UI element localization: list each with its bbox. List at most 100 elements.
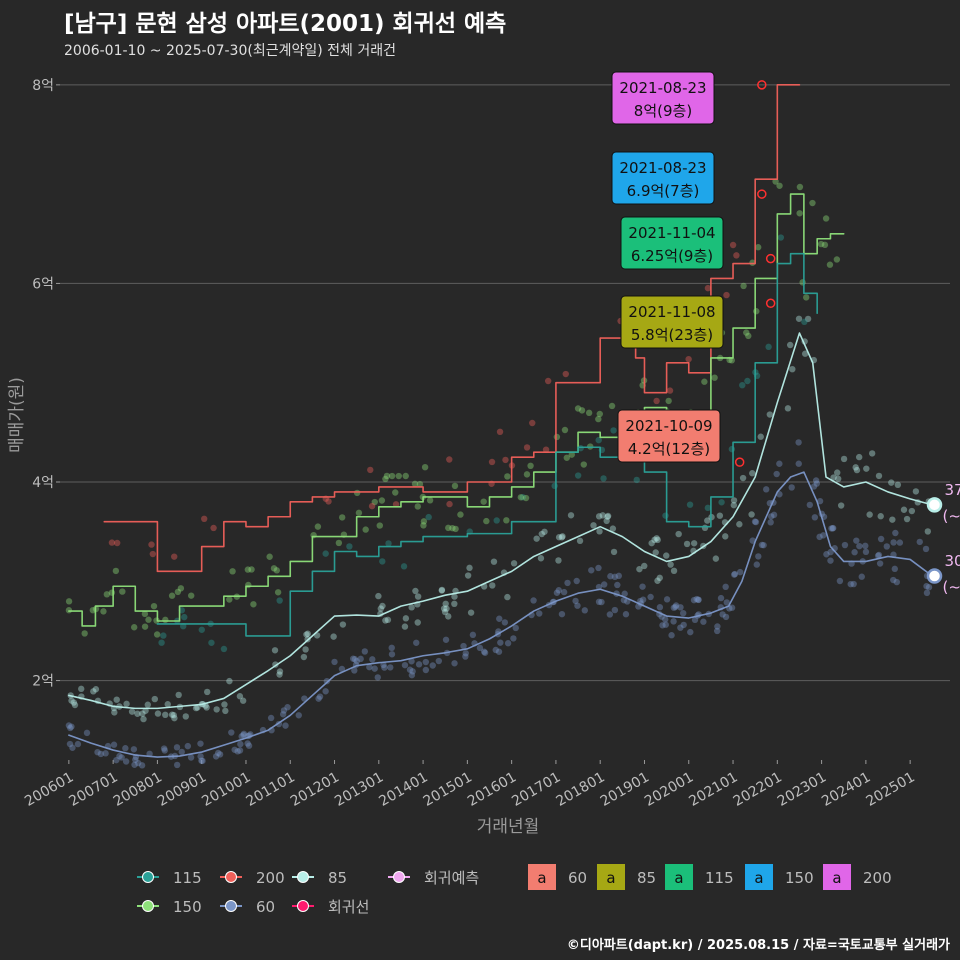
transaction-point-85 (888, 479, 895, 486)
transaction-point-150 (274, 589, 282, 596)
transaction-point-200 (113, 539, 121, 547)
transaction-point-60 (719, 611, 726, 618)
transaction-point-85 (868, 450, 876, 457)
x-tick-label: 201901 (598, 769, 652, 810)
transaction-point-85 (92, 686, 100, 693)
legend-box-item-200: a 200 (823, 864, 892, 890)
transaction-point-85 (300, 653, 308, 661)
transaction-point-60 (160, 745, 168, 752)
transaction-point-85 (722, 533, 729, 540)
transaction-point-60 (66, 740, 74, 748)
endpoint-value: 37,700 (945, 481, 960, 499)
transaction-point-150 (420, 518, 428, 525)
transaction-point-115 (379, 558, 386, 565)
transaction-point-150 (100, 608, 107, 615)
legend: 115 200 85 150 60 회귀선 회귀예측 a 60 a 85 a 115 a 150 a 200 (137, 864, 892, 916)
transaction-point-150 (483, 517, 490, 525)
transaction-point-150 (504, 473, 511, 480)
transaction-point-85 (537, 555, 545, 562)
transaction-point-85 (654, 577, 661, 584)
annotation-date: 2021-11-08 (628, 303, 715, 321)
transaction-point-85 (748, 511, 755, 518)
transaction-point-60 (295, 712, 302, 719)
x-tick-label: 201401 (376, 769, 430, 810)
transaction-point-85 (786, 341, 794, 349)
transaction-point-60 (564, 579, 571, 587)
transaction-point-150 (803, 294, 810, 301)
transaction-point-85 (604, 513, 611, 520)
annotation-150: 2021-08-23 6.9억(7층) (611, 151, 715, 205)
annotation-price: 6.25억(9층) (631, 247, 713, 265)
transaction-point-150 (150, 602, 158, 610)
transaction-point-150 (362, 526, 369, 533)
endpoint-dot-60 (926, 568, 943, 584)
transaction-point-200 (446, 456, 453, 463)
transaction-point-60 (923, 589, 931, 597)
transaction-point-60 (74, 740, 82, 748)
transaction-point-60 (234, 748, 241, 755)
transaction-point-60 (588, 567, 595, 574)
transaction-point-60 (94, 748, 101, 756)
transaction-point-85 (213, 706, 220, 713)
transaction-point-200 (544, 377, 552, 385)
max-marker (765, 298, 776, 309)
transaction-point-85 (739, 474, 747, 482)
transaction-point-115 (633, 476, 640, 484)
transaction-point-85 (840, 455, 848, 463)
transaction-point-150 (503, 517, 510, 524)
transaction-point-85 (464, 572, 472, 579)
transaction-point-85 (675, 530, 682, 538)
transaction-point-85 (541, 528, 548, 535)
transaction-point-85 (656, 574, 663, 582)
transaction-point-60 (851, 549, 858, 556)
transaction-point-85 (489, 582, 496, 589)
legend-label: 150 (173, 898, 202, 916)
transaction-point-115 (801, 318, 808, 326)
transaction-point-150 (585, 409, 593, 417)
transaction-point-60 (572, 597, 579, 605)
transaction-point-85 (384, 616, 392, 624)
annotation-box (617, 409, 721, 463)
transaction-point-150 (174, 588, 182, 596)
transaction-point-85 (128, 708, 136, 715)
transaction-point-85 (402, 615, 410, 622)
transaction-point-60 (875, 551, 883, 559)
x-tick-label: 202201 (731, 769, 785, 810)
transaction-point-60 (668, 632, 675, 639)
transaction-point-150 (561, 426, 569, 434)
transaction-point-60 (752, 518, 760, 526)
legend-item-회귀선: 회귀선 (292, 898, 369, 916)
transaction-point-60 (672, 603, 679, 611)
transaction-point-60 (228, 729, 235, 736)
transaction-point-150 (119, 588, 126, 595)
transaction-point-60 (497, 639, 504, 646)
endpoint-dot-85 (926, 497, 943, 513)
transaction-point-60 (369, 656, 376, 663)
transaction-point-85 (766, 411, 774, 418)
transaction-point-150 (457, 511, 464, 518)
grid-lines (60, 84, 950, 682)
transaction-point-115 (777, 234, 785, 241)
x-tick-label: 201001 (199, 769, 253, 810)
transaction-point-85 (401, 623, 409, 630)
max-marker (757, 189, 767, 199)
legend-item-150: 150 (137, 898, 202, 916)
transaction-point-60 (388, 651, 396, 658)
transaction-point-60 (810, 483, 818, 490)
transaction-point-85 (894, 481, 902, 489)
transaction-point-150 (270, 565, 278, 572)
transaction-point-60 (896, 539, 904, 546)
transaction-point-60 (198, 757, 205, 764)
transaction-point-115 (220, 645, 228, 653)
transaction-point-85 (866, 511, 873, 518)
transaction-point-200 (502, 456, 509, 464)
transaction-point-150 (65, 598, 73, 605)
legend-box-label: 60 (568, 869, 587, 887)
transaction-point-150 (421, 463, 429, 471)
transaction-point-150 (743, 329, 750, 336)
series-line-60 (68, 471, 934, 758)
series-line-회귀선 (69, 378, 932, 712)
transaction-point-200 (148, 541, 155, 548)
transaction-point-85 (596, 528, 603, 535)
transaction-point-60 (284, 704, 291, 711)
